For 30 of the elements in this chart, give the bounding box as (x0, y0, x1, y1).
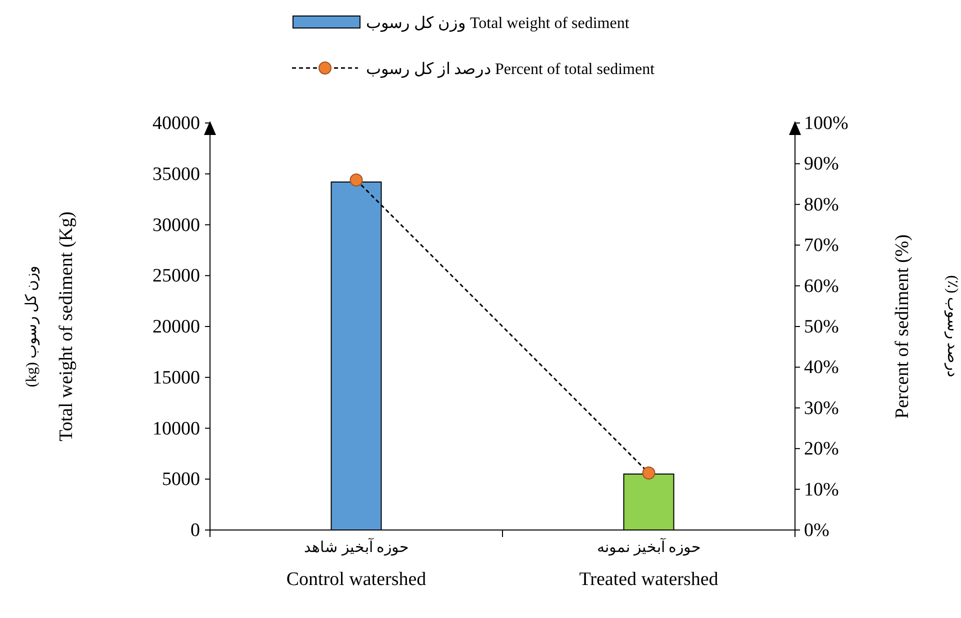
legend-label: وزن کل رسوب Total weight of sediment (366, 15, 630, 32)
y2-tick-label: 70% (804, 235, 839, 256)
y-tick-label: 40000 (152, 113, 200, 134)
y2-axis-title: Percent of sediment (%) (892, 234, 913, 419)
y2-tick-label: 10% (804, 479, 839, 500)
y2-tick-label: 100% (804, 113, 848, 134)
y2-tick-label: 60% (804, 276, 839, 297)
y2-tick-label: 50% (804, 316, 839, 338)
y2-tick-label: 40% (804, 357, 839, 378)
y-axis-title: Total weight of sediment (Kg) (56, 212, 77, 442)
y-tick-label: 20000 (152, 316, 200, 338)
y2-tick-label: 90% (804, 154, 839, 175)
x-tick-label: Treated watershed (579, 569, 719, 590)
y-tick-label: 15000 (152, 367, 200, 388)
text: حوزه آبخیز شاهد (304, 538, 408, 556)
y2-tick-label: 0% (804, 520, 830, 541)
legend-label: درصد از کل رسوب Percent of total sediment (366, 61, 656, 78)
y2-tick-label: 80% (804, 194, 839, 216)
y-tick-label: 25000 (152, 266, 200, 287)
text: وزن کل رسوب (kg) (24, 266, 40, 388)
y2-tick-label: 30% (804, 398, 839, 419)
y2-tick-label: 20% (804, 438, 839, 460)
text: درصد رسوب (٪) (944, 275, 960, 378)
y-tick-label: 35000 (152, 164, 200, 185)
text: حوزه آبخیز نمونه (597, 538, 700, 556)
y-tick-label: 30000 (152, 214, 200, 236)
x-tick-label: Control watershed (286, 569, 427, 590)
y-tick-label: 5000 (162, 469, 200, 490)
y-tick-label: 10000 (152, 418, 200, 440)
y-tick-label: 0 (190, 520, 200, 541)
